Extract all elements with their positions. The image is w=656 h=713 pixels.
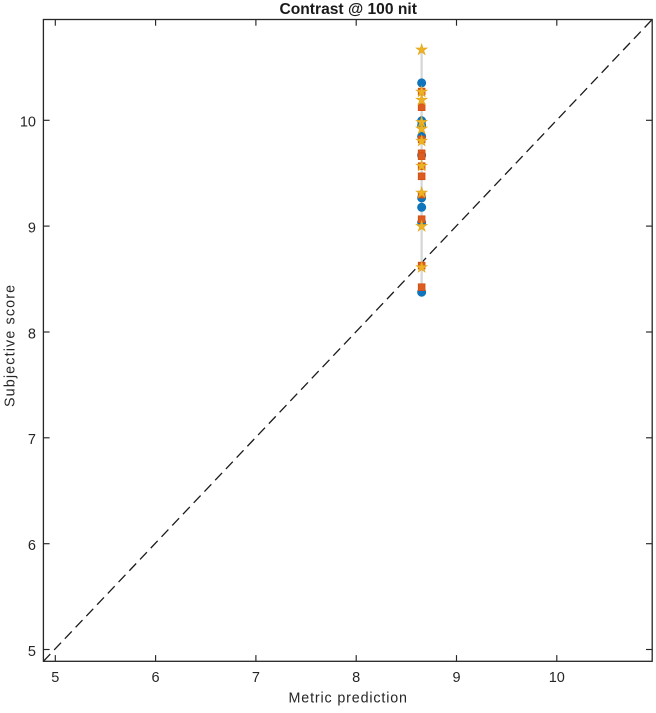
svg-text:10: 10	[549, 670, 565, 686]
svg-text:5: 5	[51, 670, 59, 686]
svg-text:8: 8	[352, 670, 360, 686]
svg-text:7: 7	[28, 432, 36, 448]
svg-text:7: 7	[252, 670, 260, 686]
svg-text:6: 6	[28, 538, 36, 554]
svg-text:8: 8	[28, 326, 36, 342]
svg-text:Subjective score: Subjective score	[2, 284, 18, 407]
svg-text:Metric prediction: Metric prediction	[289, 690, 408, 706]
svg-text:5: 5	[28, 644, 36, 660]
svg-text:10: 10	[20, 115, 36, 131]
svg-text:Contrast @ 100 nit: Contrast @ 100 nit	[280, 1, 417, 18]
svg-text:9: 9	[28, 220, 36, 236]
svg-text:6: 6	[152, 670, 160, 686]
svg-text:9: 9	[452, 670, 460, 686]
